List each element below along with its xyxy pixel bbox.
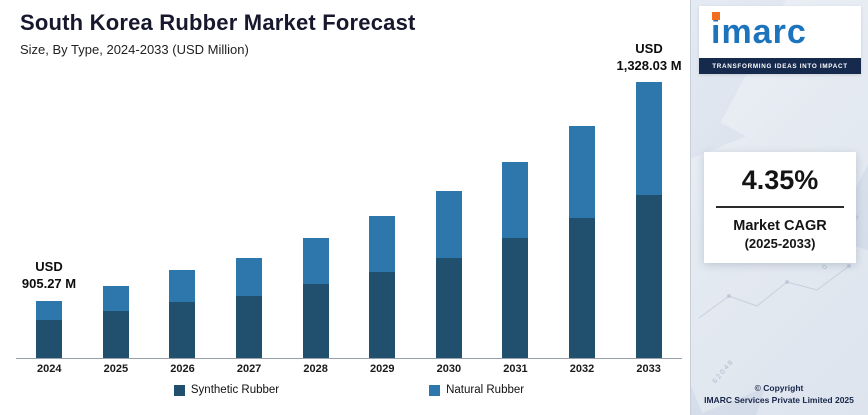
bar-segment-synthetic-rubber: [236, 296, 263, 358]
stacked-bar-2026: [169, 270, 196, 358]
chart-panel: South Korea Rubber Market Forecast Size,…: [16, 10, 682, 396]
bar-segment-synthetic-rubber: [569, 218, 596, 358]
stacked-bar-2025: [102, 286, 129, 358]
x-axis-label: 2030: [436, 363, 462, 375]
legend-swatch-synthetic-rubber: [173, 384, 185, 396]
bar-segment-synthetic-rubber: [36, 320, 63, 358]
legend-item-synthetic-rubber: Synthetic Rubber: [173, 384, 280, 396]
bar-segment-synthetic-rubber: [435, 258, 462, 358]
bar-segment-natural-rubber: [302, 238, 329, 284]
bar-segment-natural-rubber: [502, 162, 529, 238]
bar-segment-synthetic-rubber: [302, 284, 329, 358]
logo-tagline-banner: TRANSFORMING IDEAS INTO IMPACT: [699, 58, 861, 74]
annotation-last-line1: USD: [635, 41, 663, 56]
branding-sidebar: 0 0 1 2 3 4 5 62048 imarc TRANSFORMING I…: [612, 0, 868, 415]
bar-segment-synthetic-rubber: [169, 302, 196, 358]
bar-slot: [216, 258, 283, 358]
bar-slot: [16, 301, 83, 358]
bar-slot: [549, 126, 616, 358]
legend-swatch-natural-rubber: [429, 384, 441, 396]
x-axis-label: 2024: [37, 363, 62, 375]
bar-segment-synthetic-rubber: [502, 238, 529, 358]
cagr-value: 4.35%: [741, 165, 819, 195]
bar-segment-synthetic-rubber: [369, 272, 396, 358]
bar-slot: [416, 191, 483, 358]
legend-item-natural-rubber: Natural Rubber: [429, 384, 524, 396]
stacked-bar-2030: [435, 191, 462, 358]
bar-slot: [282, 238, 349, 358]
stacked-bar-2029: [369, 216, 396, 358]
cagr-divider: [716, 206, 844, 208]
copyright-notice: © Copyright IMARC Services Private Limit…: [695, 382, 863, 408]
x-axis-label: 2028: [303, 363, 328, 375]
plot-area: [16, 82, 682, 359]
logo-wordmark: imarc: [711, 13, 807, 51]
chart-title: South Korea Rubber Market Forecast: [20, 10, 416, 35]
chart-legend: Synthetic Rubber Natural Rubber: [16, 384, 682, 396]
x-axis-label: 2033: [636, 363, 661, 375]
bar-segment-natural-rubber: [102, 286, 129, 311]
chart-subtitle: Size, By Type, 2024-2033 (USD Million): [20, 42, 249, 57]
bars-row: [16, 82, 682, 358]
x-axis-label: 2032: [569, 363, 595, 375]
stacked-bar-2033: [635, 82, 662, 358]
bar-segment-synthetic-rubber: [102, 311, 129, 358]
x-axis-label: 2031: [503, 363, 528, 375]
annotation-last-bar: USD 1,328.03 M: [616, 41, 681, 75]
x-axis-label: 2027: [236, 363, 262, 375]
copyright-line2: IMARC Services Private Limited 2025: [704, 395, 854, 406]
bar-slot: [83, 286, 150, 358]
x-axis-labels: 2024 2025 2026 2027 2028 2029 2030 2031 2032 2033: [16, 363, 682, 375]
bar-segment-natural-rubber: [169, 270, 196, 302]
bar-slot: [615, 82, 682, 358]
stacked-bar-2031: [502, 162, 529, 358]
x-axis-label: 2026: [170, 363, 195, 375]
bar-segment-natural-rubber: [635, 82, 662, 195]
imarc-logo-box: imarc TRANSFORMING IDEAS INTO IMPACT: [699, 6, 861, 74]
annotation-last-line2: 1,328.03 M: [616, 57, 682, 73]
stacked-bar-2032: [569, 126, 596, 358]
bar-slot: [482, 162, 549, 358]
stacked-bar-2027: [236, 258, 263, 358]
x-axis-label: 2029: [370, 363, 395, 375]
annotation-first-line1: USD: [35, 259, 63, 274]
copyright-line1: © Copyright: [754, 382, 804, 393]
bar-segment-natural-rubber: [236, 258, 263, 296]
legend-label-natural-rubber: Natural Rubber: [446, 384, 525, 396]
annotation-first-bar: USD 905.27 M: [22, 259, 76, 293]
legend-label-synthetic-rubber: Synthetic Rubber: [190, 384, 280, 396]
bar-slot: [149, 270, 216, 358]
cagr-label: Market CAGR: [733, 218, 827, 234]
bar-segment-natural-rubber: [369, 216, 396, 272]
x-axis-label: 2025: [103, 363, 129, 375]
cagr-period: (2025-2033): [744, 236, 816, 251]
imarc-logo: imarc: [699, 6, 861, 58]
bar-segment-natural-rubber: [36, 301, 63, 320]
bar-segment-natural-rubber: [435, 191, 462, 258]
bar-segment-synthetic-rubber: [635, 195, 662, 358]
logo-accent-dot-icon: [712, 12, 720, 20]
stacked-bar-2028: [302, 238, 329, 358]
annotation-first-line2: 905.27 M: [21, 275, 77, 291]
cagr-card: 4.35% Market CAGR (2025-2033): [704, 152, 856, 263]
bar-slot: [349, 216, 416, 358]
stacked-bar-2024: [36, 301, 63, 358]
bar-segment-natural-rubber: [569, 126, 596, 218]
